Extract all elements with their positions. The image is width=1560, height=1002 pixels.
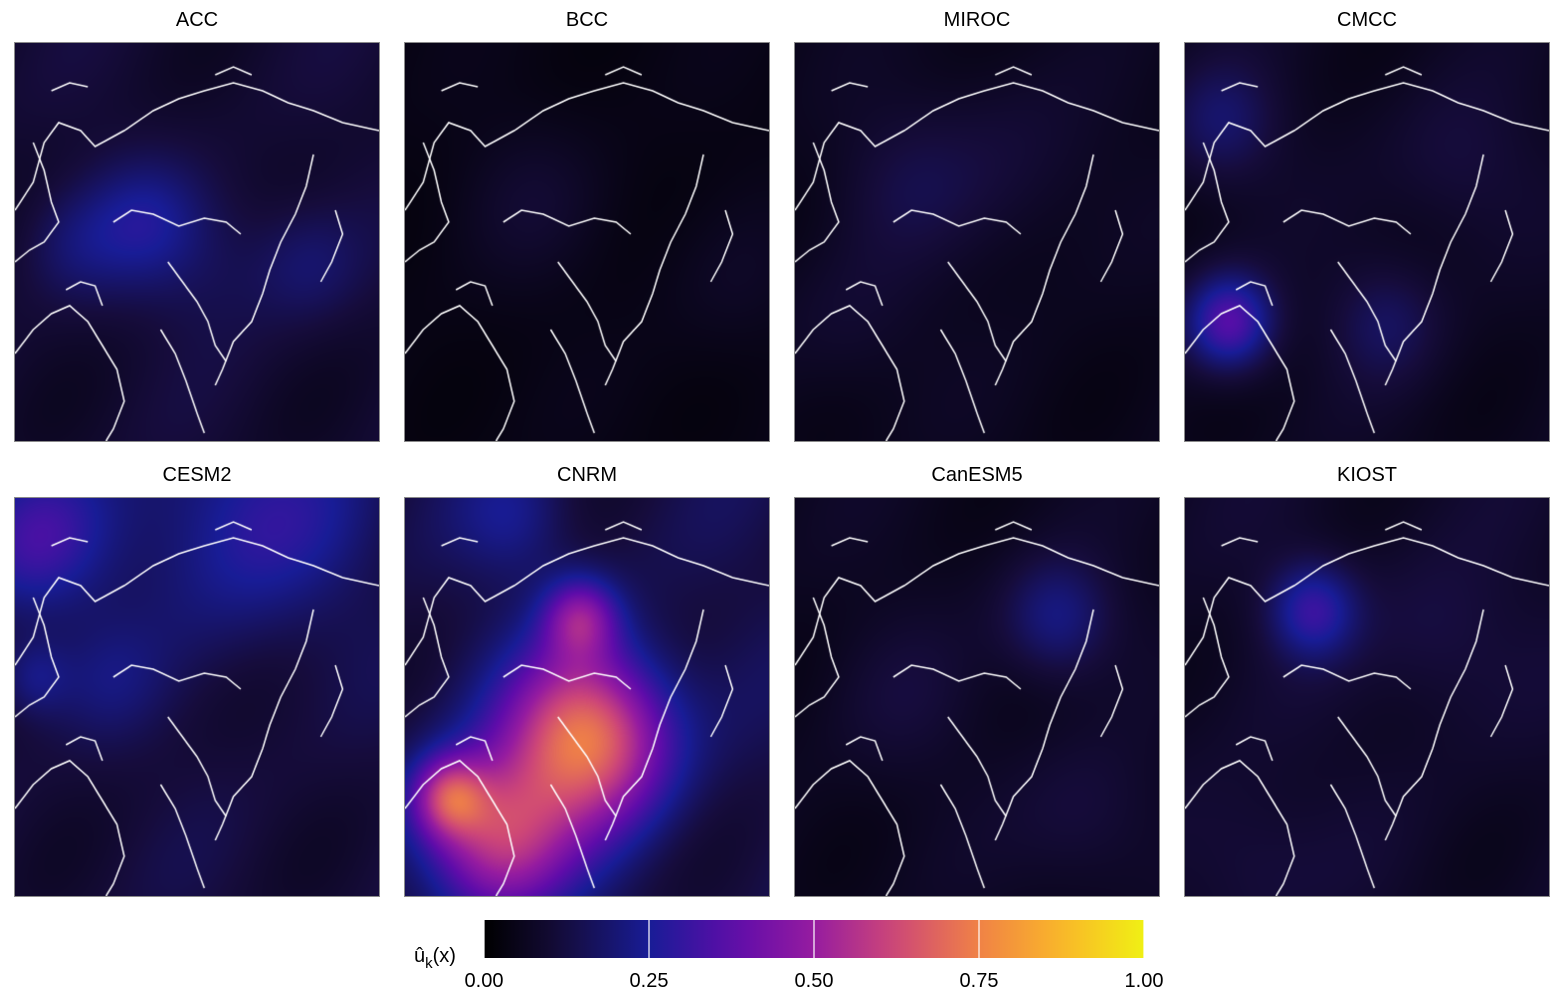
colorbar-tick-label: 1.00 [1125,970,1164,992]
panel-bcc: BCC [404,9,770,442]
heatmap-canvas [14,497,380,897]
panel-title: KIOST [1336,464,1397,486]
panel-kiost: KIOST [1184,464,1550,897]
panel-title: CNRM [557,464,617,486]
heatmap-canvas [14,42,380,442]
panel-acc: ACC [14,9,380,442]
panel-cesm2: CESM2 [14,464,380,897]
colorbar-title: ûk(x) [414,945,456,972]
heatmap-canvas [794,42,1160,442]
colorbar-tick-label: 0.25 [630,970,669,992]
panel-canesm5: CanESM5 [794,464,1160,897]
panel-cnrm: CNRM [404,464,770,897]
colorbar-tick-label: 0.00 [465,970,504,992]
heatmap-canvas [1184,497,1550,897]
panel-cmcc: CMCC [1184,9,1550,442]
colorbar-tick-label: 0.75 [960,970,999,992]
colorbar-ticks: 0.00 0.25 0.50 0.75 1.00 [465,920,1164,992]
heatmap-canvas [1184,42,1550,442]
colorbar-tick-label: 0.50 [795,970,834,992]
panel-title: BCC [565,9,609,31]
colorbar-legend: 0.00 0.25 0.50 0.75 1.00 ûk(x) [414,920,1164,992]
panel-title: ACC [175,9,219,31]
panel-miroc: MIROC [794,9,1160,442]
panel-title: CESM2 [162,464,232,486]
panel-title: CanESM5 [931,464,1023,486]
heatmap-canvas [794,497,1160,897]
heatmap-canvas [404,497,770,897]
heatmap-canvas [404,42,770,442]
panel-title: CMCC [1337,9,1397,31]
panel-title: MIROC [943,9,1011,31]
